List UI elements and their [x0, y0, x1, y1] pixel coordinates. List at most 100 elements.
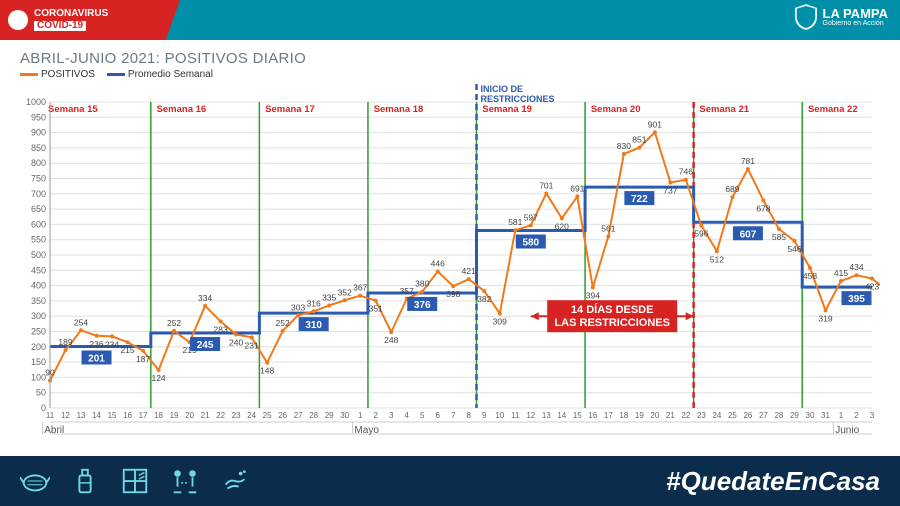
svg-text:600: 600	[31, 219, 46, 229]
shield-icon	[795, 4, 817, 30]
covid-line1: CORONAVIRUS	[34, 8, 108, 19]
svg-text:23: 23	[232, 411, 241, 420]
svg-text:248: 248	[384, 335, 398, 345]
svg-text:100: 100	[31, 372, 46, 382]
svg-text:27: 27	[294, 411, 303, 420]
svg-text:16: 16	[123, 411, 132, 420]
svg-text:22: 22	[681, 411, 690, 420]
svg-text:746: 746	[679, 167, 693, 177]
svg-text:215: 215	[120, 345, 134, 355]
svg-text:Semana 16: Semana 16	[157, 104, 207, 115]
svg-text:13: 13	[542, 411, 551, 420]
province-name: LA PAMPA	[823, 6, 888, 21]
svg-text:16: 16	[588, 411, 597, 420]
svg-text:357: 357	[400, 286, 414, 296]
chart-container: ABRIL-JUNIO 2021: POSITIVOS DIARIO POSIT…	[20, 50, 880, 446]
svg-text:18: 18	[619, 411, 628, 420]
svg-text:LAS RESTRICCIONES: LAS RESTRICCIONES	[554, 317, 670, 329]
hashtag: #QuedateEnCasa	[666, 466, 880, 497]
svg-text:INICIO DE: INICIO DE	[481, 84, 524, 94]
svg-text:29: 29	[790, 411, 799, 420]
svg-text:319: 319	[818, 313, 832, 323]
svg-text:335: 335	[322, 292, 336, 302]
svg-text:450: 450	[31, 265, 46, 275]
svg-text:252: 252	[167, 318, 181, 328]
svg-text:240: 240	[229, 338, 243, 348]
svg-text:31: 31	[821, 411, 830, 420]
chart-legend: POSITIVOS Promedio Semanal	[20, 69, 880, 80]
svg-text:6: 6	[436, 411, 441, 420]
sanitizer-icon	[70, 466, 100, 496]
svg-text:722: 722	[631, 194, 648, 205]
svg-text:19: 19	[170, 411, 179, 420]
svg-text:597: 597	[524, 212, 538, 222]
svg-text:382: 382	[477, 294, 491, 304]
svg-text:Semana 22: Semana 22	[808, 104, 858, 115]
svg-text:701: 701	[539, 180, 553, 190]
svg-text:421: 421	[462, 266, 476, 276]
svg-text:650: 650	[31, 204, 46, 214]
svg-text:11: 11	[46, 411, 55, 420]
svg-text:851: 851	[632, 135, 646, 145]
legend-promedio: Promedio Semanal	[128, 69, 213, 80]
svg-text:900: 900	[31, 128, 46, 138]
svg-text:50: 50	[36, 388, 46, 398]
svg-text:689: 689	[725, 184, 739, 194]
svg-text:15: 15	[108, 411, 117, 420]
svg-text:189: 189	[58, 337, 72, 347]
svg-text:24: 24	[712, 411, 721, 420]
svg-text:850: 850	[31, 143, 46, 153]
svg-text:580: 580	[522, 238, 539, 249]
svg-text:3: 3	[870, 411, 875, 420]
svg-text:350: 350	[31, 296, 46, 306]
svg-text:7: 7	[451, 411, 456, 420]
svg-text:596: 596	[694, 229, 708, 239]
svg-text:561: 561	[601, 223, 615, 233]
svg-text:26: 26	[278, 411, 287, 420]
svg-text:30: 30	[806, 411, 815, 420]
svg-text:30: 30	[340, 411, 349, 420]
svg-text:Semana 15: Semana 15	[48, 104, 98, 115]
svg-text:901: 901	[648, 119, 662, 129]
svg-text:4: 4	[404, 411, 409, 420]
svg-text:737: 737	[663, 185, 677, 195]
svg-text:458: 458	[803, 271, 817, 281]
svg-text:14: 14	[557, 411, 566, 420]
svg-text:234: 234	[105, 339, 119, 349]
svg-text:231: 231	[245, 340, 259, 350]
svg-text:334: 334	[198, 293, 212, 303]
province-sub: Gobierno en Acción	[823, 20, 888, 27]
svg-text:252: 252	[276, 318, 290, 328]
svg-text:21: 21	[201, 411, 210, 420]
covid-badge: CORONAVIRUS COVID-19	[0, 0, 180, 40]
svg-text:12: 12	[61, 411, 70, 420]
svg-text:367: 367	[353, 283, 367, 293]
handwash-icon	[220, 466, 250, 496]
footer-icons	[20, 466, 250, 496]
legend-swatch-promedio	[107, 73, 125, 76]
svg-text:400: 400	[31, 281, 46, 291]
svg-text:201: 201	[88, 353, 105, 364]
header-bar: CORONAVIRUS COVID-19 LA PAMPA Gobierno e…	[0, 0, 900, 40]
footer-bar: #QuedateEnCasa	[0, 456, 900, 506]
svg-text:309: 309	[493, 316, 507, 326]
svg-text:19: 19	[635, 411, 644, 420]
covid-line2: COVID-19	[34, 21, 86, 32]
svg-text:585: 585	[772, 232, 786, 242]
virus-icon	[8, 10, 28, 30]
svg-text:25: 25	[263, 411, 272, 420]
svg-text:29: 29	[325, 411, 334, 420]
svg-text:434: 434	[849, 262, 863, 272]
svg-text:14 DÍAS DESDE: 14 DÍAS DESDE	[571, 303, 654, 316]
svg-text:RESTRICCIONES: RESTRICCIONES	[481, 94, 555, 104]
svg-text:27: 27	[759, 411, 768, 420]
svg-text:398: 398	[446, 289, 460, 299]
svg-text:187: 187	[136, 354, 150, 364]
svg-text:700: 700	[31, 189, 46, 199]
svg-text:254: 254	[74, 317, 88, 327]
svg-text:Mayo: Mayo	[354, 425, 379, 436]
svg-text:Semana 18: Semana 18	[374, 104, 424, 115]
svg-text:Semana 21: Semana 21	[699, 104, 749, 115]
svg-text:10: 10	[495, 411, 504, 420]
svg-text:17: 17	[604, 411, 613, 420]
